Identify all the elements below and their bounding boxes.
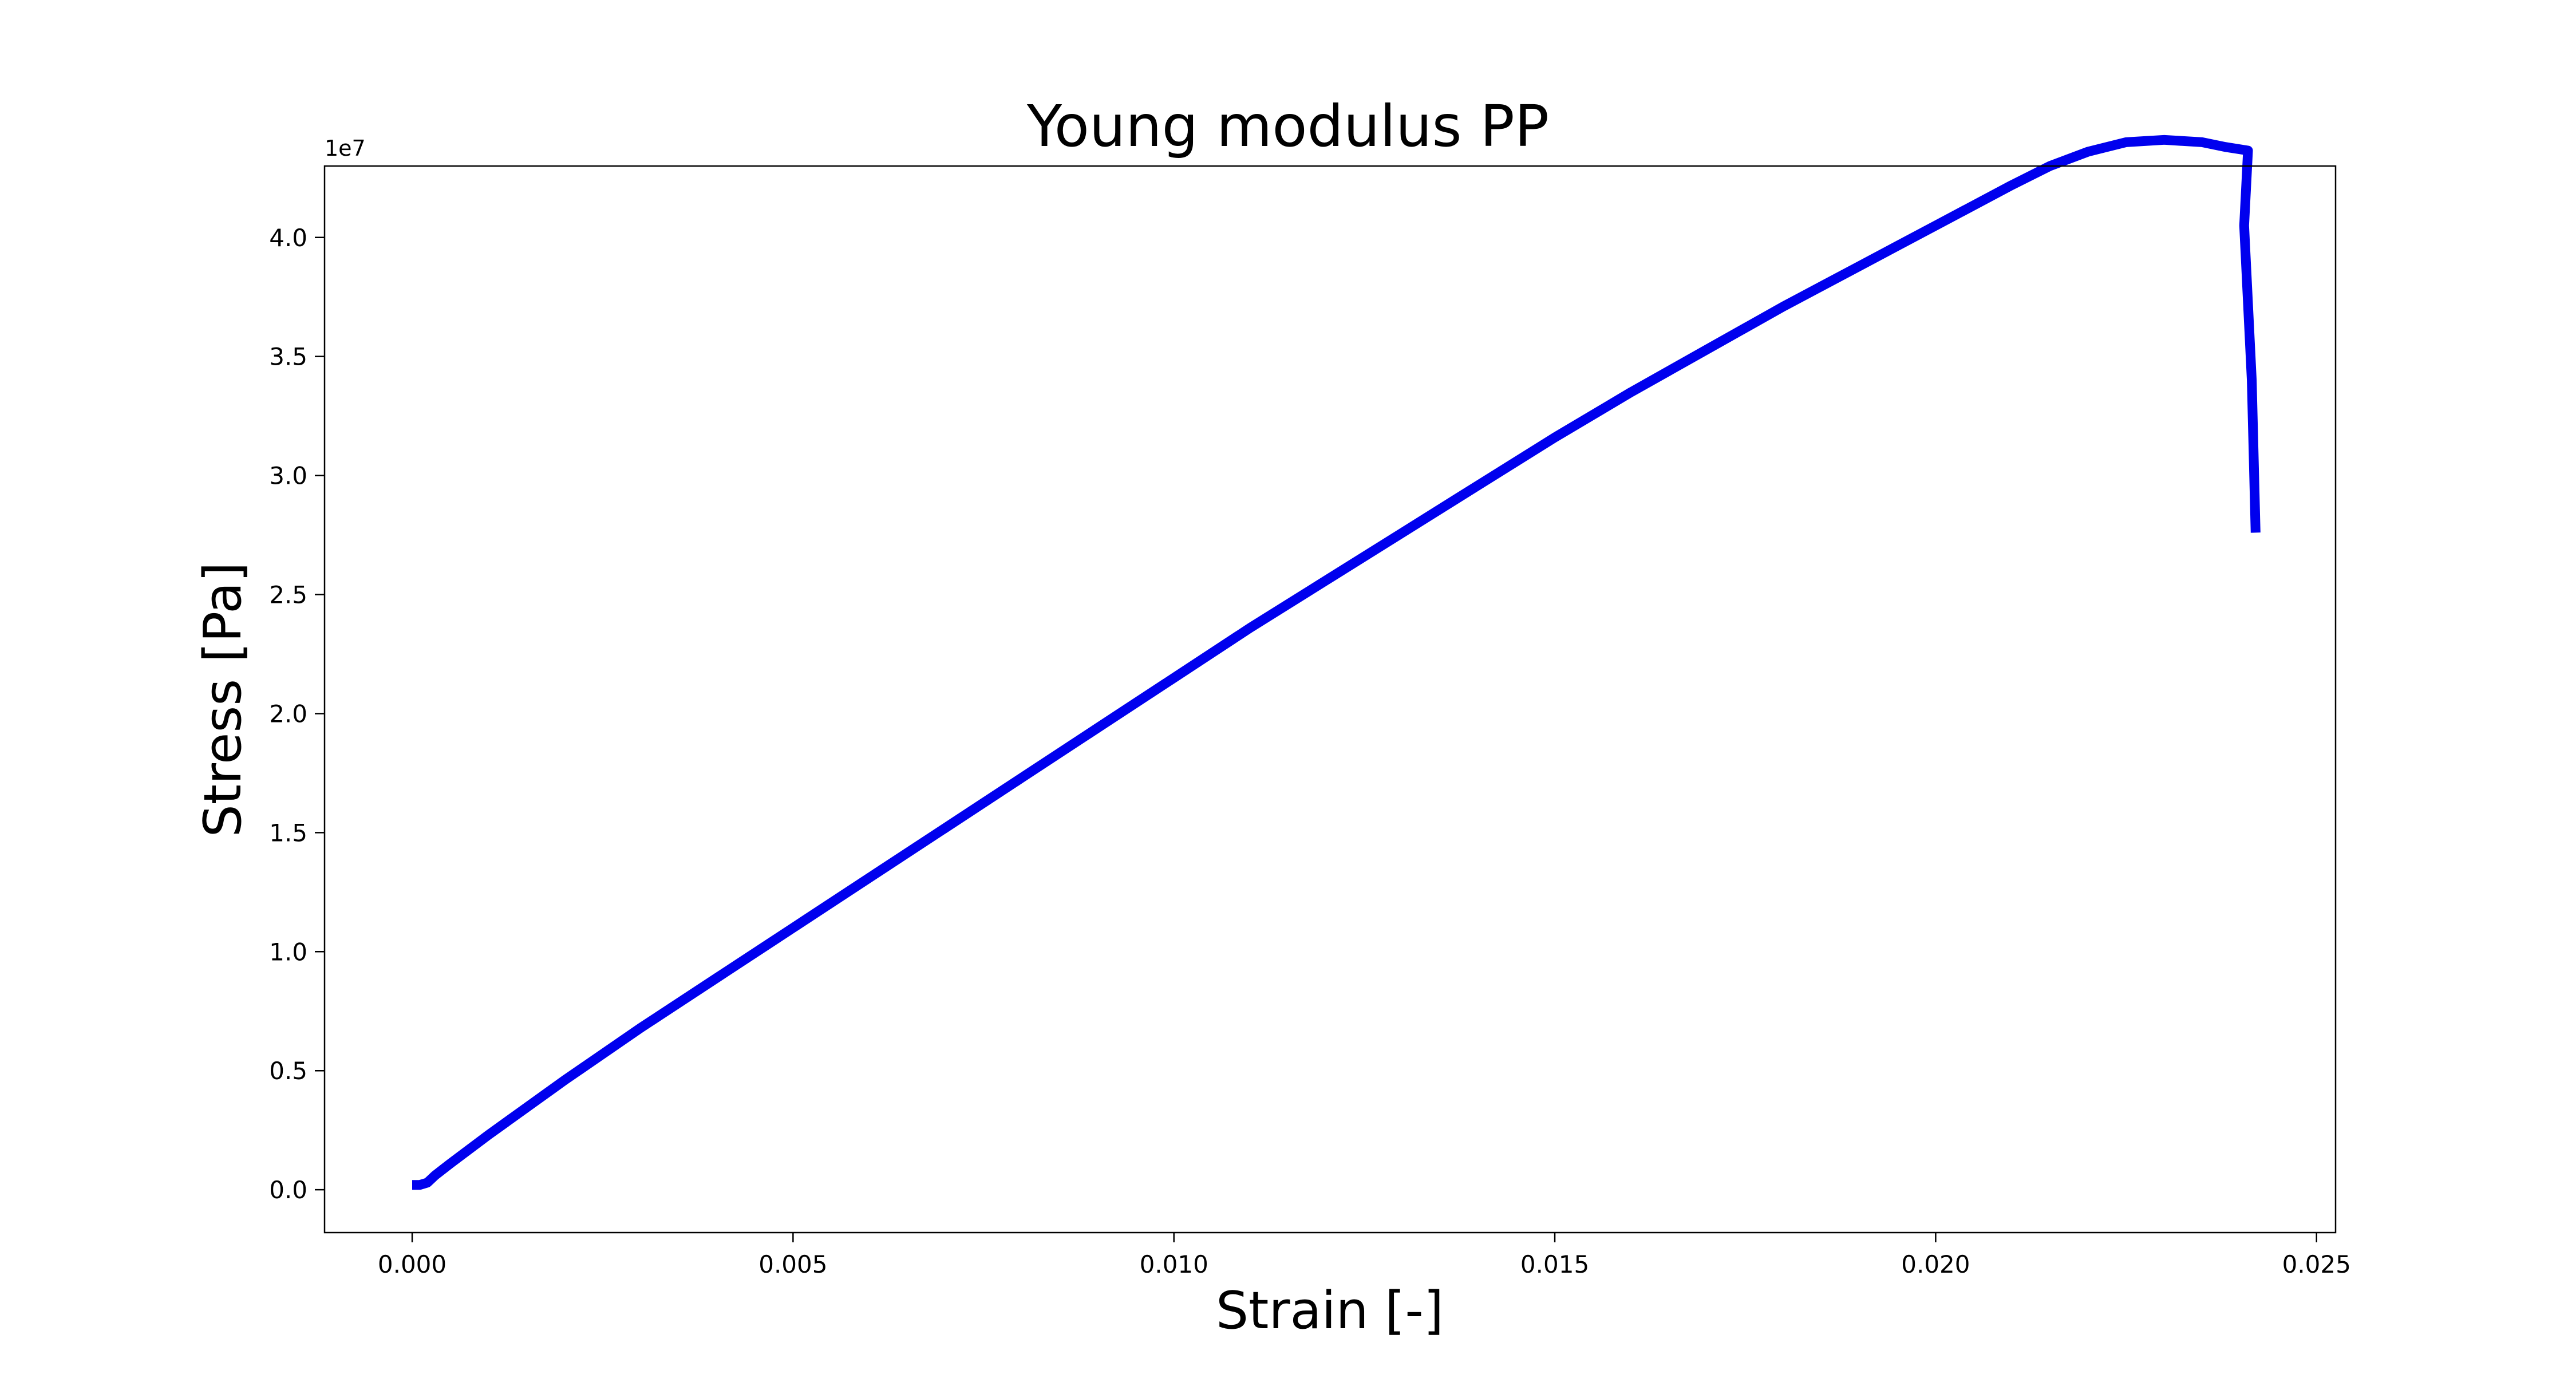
y-tick-label: 0.0 (269, 1176, 307, 1204)
axes-frame (323, 165, 2337, 1234)
y-tick-label: 2.5 (269, 581, 307, 609)
x-tick-label: 0.015 (1520, 1250, 1589, 1278)
y-axis-label: Stress [Pa] (193, 562, 253, 838)
x-tick-label: 0.020 (1901, 1250, 1970, 1278)
x-axis: 0.000 0.005 0.010 0.015 0.020 0.025 (378, 1233, 2351, 1278)
y-tick-label: 2.0 (269, 700, 307, 728)
x-axis-label: Strain [-] (1216, 1281, 1444, 1341)
chart-title: Young modulus PP (1026, 93, 1549, 160)
y-tick-label: 3.0 (269, 462, 307, 490)
x-tick-label: 0.000 (378, 1250, 447, 1278)
plot-area (323, 135, 2337, 1234)
x-tick-label: 0.005 (758, 1250, 827, 1278)
y-offset-label: 1e7 (325, 136, 366, 161)
x-tick-label: 0.025 (2282, 1250, 2351, 1278)
y-tick-label: 1.5 (269, 819, 307, 847)
y-axis: 0.0 0.5 1.0 1.5 2.0 2.5 3.0 3.5 4.0 (269, 224, 325, 1204)
y-tick-label: 0.5 (269, 1057, 307, 1085)
series-line (412, 135, 2261, 1190)
y-tick-label: 4.0 (269, 224, 307, 252)
y-tick-label: 3.5 (269, 343, 307, 371)
y-tick-label: 1.0 (269, 938, 307, 966)
x-tick-label: 0.010 (1140, 1250, 1208, 1278)
